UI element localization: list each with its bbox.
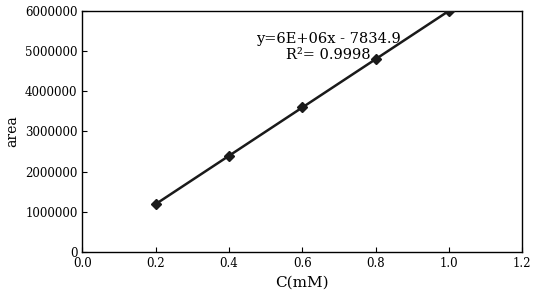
X-axis label: C(mM): C(mM) bbox=[275, 276, 329, 289]
Y-axis label: area: area bbox=[5, 115, 19, 147]
Text: y=6E+06x - 7834.9
R²= 0.9998: y=6E+06x - 7834.9 R²= 0.9998 bbox=[256, 32, 401, 62]
